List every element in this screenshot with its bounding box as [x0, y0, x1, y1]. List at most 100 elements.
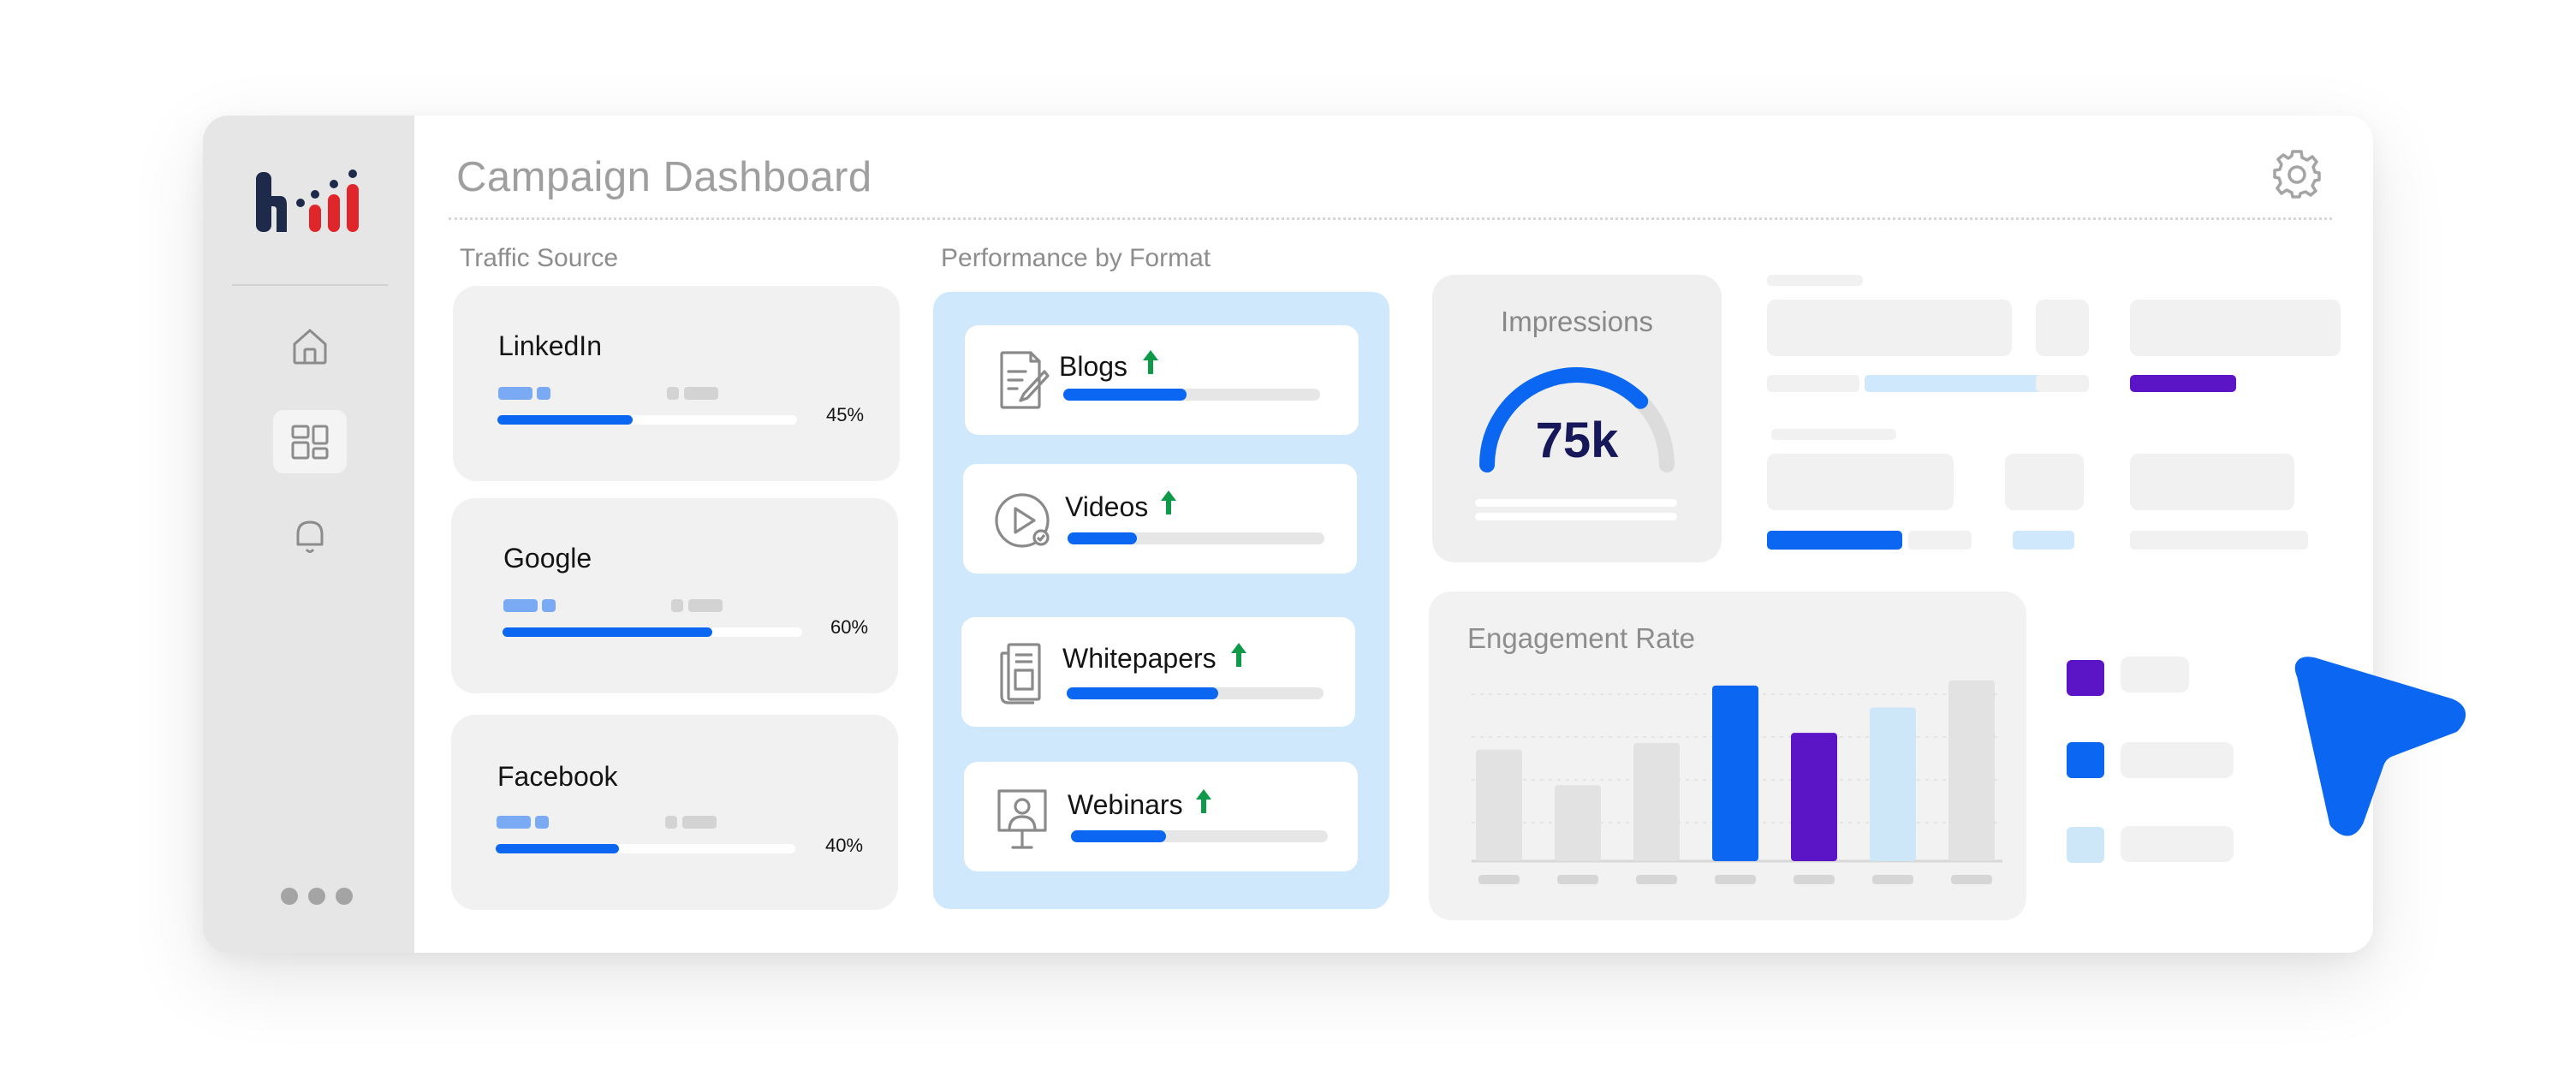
placeholder-block: [2005, 454, 2084, 510]
sidebar: [203, 116, 414, 953]
traffic-card-google[interactable]: Google 60%: [451, 498, 898, 693]
progress-track: [1071, 830, 1328, 842]
cursor-pointer-icon: [2294, 657, 2466, 836]
traffic-percent: 45%: [826, 404, 865, 425]
chart-tick-label: [1557, 875, 1598, 884]
chart-bar[interactable]: [1476, 749, 1522, 861]
progress-track: [503, 627, 802, 637]
progress-fill: [496, 844, 619, 853]
format-name: Blogs: [1059, 351, 1128, 382]
gauge-fill: [1479, 367, 1649, 473]
impressions-label: Impressions: [1501, 306, 1653, 337]
bell-icon: [296, 520, 324, 553]
performance-by-format-panel: Blogs Videos Whitepapers: [933, 292, 1389, 909]
format-card-whitepapers[interactable]: Whitepapers: [961, 617, 1355, 727]
format-card-webinars[interactable]: Webinars: [964, 762, 1358, 871]
chart-tick-label: [1715, 875, 1756, 884]
progress-fill: [1071, 830, 1166, 842]
engagement-rate-card[interactable]: Engagement Rate: [1429, 591, 2026, 920]
dashboard-icon: [291, 425, 329, 460]
chip-placeholder: [503, 599, 538, 612]
chip-placeholder: [665, 816, 677, 829]
chip-placeholder: [667, 387, 679, 400]
progress-track: [1063, 389, 1320, 401]
chart-bar[interactable]: [1712, 685, 1758, 861]
legend-placeholder: [2121, 742, 2234, 778]
chip-placeholder: [688, 599, 723, 612]
placeholder-highlight: [2013, 531, 2074, 550]
traffic-card-facebook[interactable]: Facebook 40%: [451, 715, 898, 910]
format-card-blogs[interactable]: Blogs: [965, 325, 1359, 435]
legend-placeholder: [2121, 826, 2234, 862]
impressions-card[interactable]: Impressions 75k: [1432, 275, 1722, 562]
video-play-icon: [995, 493, 1050, 548]
placeholder-block: [2036, 300, 2089, 356]
sidebar-item-home[interactable]: [273, 314, 347, 377]
legend-swatch-purple: [2067, 660, 2104, 696]
arrow-up-icon: [1231, 643, 1246, 667]
chart-bar[interactable]: [1948, 680, 1995, 861]
placeholder-line: [1767, 275, 1863, 286]
progress-fill: [497, 415, 633, 425]
placeholder-line: [1475, 499, 1677, 507]
chip-placeholder: [671, 599, 683, 612]
chart-bar[interactable]: [1633, 742, 1680, 861]
sidebar-divider: [232, 284, 388, 286]
traffic-source-name: Facebook: [497, 761, 618, 792]
chip-placeholder: [535, 816, 549, 829]
webinar-presenter-icon: [997, 789, 1047, 849]
arrow-up-icon: [1196, 789, 1211, 813]
format-name: Videos: [1065, 491, 1149, 522]
legend-swatch-lightblue: [2067, 827, 2104, 863]
progress-track: [496, 844, 795, 853]
chart-bar[interactable]: [1791, 733, 1837, 861]
brand-logo-icon[interactable]: [256, 169, 366, 235]
progress-track: [1068, 532, 1324, 544]
placeholder-line: [1475, 513, 1677, 520]
chip-placeholder: [537, 387, 550, 400]
placeholder-line: [1908, 531, 1972, 550]
progress-fill: [1067, 687, 1218, 699]
placeholder-block: [1767, 454, 1954, 510]
placeholder-highlight: [2130, 375, 2236, 392]
chip-placeholder: [682, 816, 717, 829]
traffic-percent: 40%: [825, 835, 864, 856]
header-divider: [449, 217, 2332, 220]
chart-tick-label: [1872, 875, 1913, 884]
whitepaper-icon: [1000, 643, 1041, 704]
progress-fill: [1063, 389, 1187, 401]
arrow-up-icon: [1143, 350, 1158, 374]
format-name: Webinars: [1068, 789, 1183, 820]
chart-tick-label: [1478, 875, 1520, 884]
arrow-up-icon: [1161, 490, 1176, 514]
progress-fill: [1068, 532, 1137, 544]
traffic-card-linkedin[interactable]: LinkedIn 45%: [453, 286, 900, 481]
traffic-source-label: Traffic Source: [460, 244, 619, 272]
sidebar-item-notifications[interactable]: [273, 504, 347, 568]
chart-bar[interactable]: [1555, 785, 1601, 861]
placeholder-block: [1767, 300, 2012, 356]
chip-placeholder: [684, 387, 718, 400]
placeholder-block: [2130, 454, 2294, 510]
impressions-gauge: [1479, 367, 1675, 473]
sidebar-item-dashboard[interactable]: [273, 410, 347, 473]
blog-edit-icon: [1000, 351, 1050, 409]
chart-bar[interactable]: [1870, 707, 1916, 861]
chart-tick-label: [1794, 875, 1835, 884]
chart-tick-label: [1636, 875, 1677, 884]
format-card-videos[interactable]: Videos: [963, 464, 1357, 574]
chip-placeholder: [497, 816, 531, 829]
legend-swatch-blue: [2067, 742, 2104, 778]
more-dots-icon[interactable]: [281, 888, 353, 905]
placeholder-line: [2130, 531, 2308, 550]
traffic-percent: 60%: [830, 616, 869, 638]
performance-by-format-label: Performance by Format: [941, 244, 1211, 272]
placeholder-line: [1771, 429, 1896, 440]
placeholder-line: [1767, 375, 1859, 392]
placeholder-block: [2130, 300, 2341, 356]
format-name: Whitepapers: [1062, 643, 1217, 674]
gear-icon[interactable]: [2271, 148, 2323, 199]
legend-placeholder: [2121, 657, 2189, 693]
traffic-source-name: LinkedIn: [498, 330, 602, 361]
traffic-source-name: Google: [503, 543, 592, 574]
